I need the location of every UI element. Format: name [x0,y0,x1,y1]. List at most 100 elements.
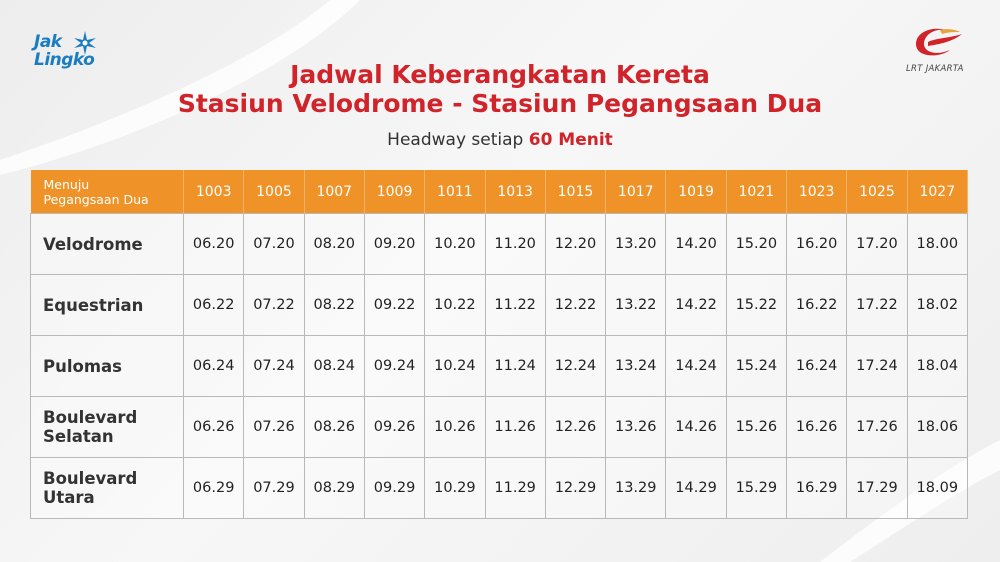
station-name-line2: Utara [43,488,95,507]
departure-time: 12.24 [544,335,607,397]
departure-time: 15.26 [725,396,787,458]
departure-time: 08.22 [303,274,365,336]
lrt-swoosh-icon [916,28,962,56]
departure-time: 11.26 [484,396,546,458]
table-row: Pulomas 06.24 07.24 08.24 09.24 10.24 11… [29,335,969,397]
departure-time: 10.24 [424,335,486,397]
train-number-header: 1025 [846,170,908,214]
departure-time: 17.24 [846,335,908,397]
train-number-header: 1007 [304,170,365,214]
table-row: Velodrome 06.20 07.20 08.20 09.20 10.20 … [29,213,969,275]
departure-time: 10.26 [424,396,486,458]
departure-time: 17.22 [846,274,908,336]
departure-time: 15.22 [725,274,787,336]
train-number-header: 1021 [726,170,787,214]
station-name-line1: Boulevard [43,408,138,427]
train-number-header: 1027 [907,170,969,214]
station-name-line1: Velodrome [43,234,143,254]
train-number-header: 1013 [484,170,546,214]
page-title-line2: Stasiun Velodrome - Stasiun Pegangsaan D… [177,89,823,118]
departure-time: 06.26 [183,396,245,458]
departure-time: 07.26 [243,396,305,458]
train-number-header: 1017 [605,170,667,214]
departure-time: 10.29 [424,457,486,519]
table-row: Boulevard Selatan 06.26 07.26 08.26 09.26… [29,396,969,458]
station-name-line2: Selatan [43,427,114,446]
lrt-jakarta-logo: LRT JAKARTA [906,24,972,76]
departure-time: 18.06 [906,396,969,458]
departure-time: 13.29 [605,457,667,519]
station-name-line1: Equestrian [43,295,144,315]
departure-time: 17.29 [846,457,908,519]
departure-time: 09.20 [363,213,426,275]
departure-time: 13.26 [605,396,667,458]
direction-header: Menuju Pegangsaan Dua [30,170,185,214]
departure-time: 15.20 [725,213,787,275]
headway-value: 60 Menit [528,130,613,150]
departure-time: 16.26 [785,396,848,458]
departure-time: 12.22 [544,274,607,336]
departure-time: 14.22 [665,274,727,336]
departure-time: 13.22 [605,274,667,336]
station-name: Pulomas [29,335,185,397]
departure-time: 13.20 [605,213,667,275]
departure-time: 18.09 [906,457,969,519]
departure-time: 14.29 [665,457,727,519]
jaklingko-logo-line2: Lingko [34,50,95,70]
departure-time: 06.29 [183,457,245,519]
departure-time: 15.24 [725,335,787,397]
departure-time: 12.26 [544,396,607,458]
departure-time: 18.04 [906,335,969,397]
departure-time: 06.22 [183,274,245,336]
departure-time: 16.22 [785,274,848,336]
train-number-header: 1009 [364,170,426,214]
schedule-table: Menuju Pegangsaan Dua 1003 1005 1007 100… [29,170,969,519]
departure-time: 07.29 [243,457,305,519]
departure-time: 12.20 [544,213,607,275]
departure-time: 06.20 [183,213,245,275]
train-number-header: 1023 [786,170,848,214]
table-row: Equestrian 06.22 07.22 08.22 09.22 10.22… [29,274,969,336]
departure-time: 13.24 [605,335,667,397]
headway-label: Headway setiap [387,130,524,150]
station-name: Equestrian [29,274,185,336]
departure-time: 12.29 [544,457,607,519]
departure-time: 09.24 [363,335,426,397]
train-number-header: 1011 [424,170,486,214]
train-number-header: 1003 [183,170,245,214]
train-number-header: 1015 [545,170,607,214]
departure-time: 18.00 [906,213,969,275]
departure-time: 11.20 [484,213,546,275]
departure-time: 08.29 [303,457,365,519]
departure-time: 14.26 [665,396,727,458]
departure-time: 16.29 [785,457,848,519]
station-name: Velodrome [29,213,185,275]
departure-time: 16.24 [785,335,848,397]
departure-time: 10.20 [424,213,486,275]
direction-header-line2: Pegangsaan Dua [43,191,149,207]
departure-time: 08.26 [303,396,365,458]
departure-time: 14.20 [665,213,727,275]
departure-time: 09.26 [363,396,426,458]
station-name-line1: Pulomas [43,356,122,376]
departure-time: 14.24 [665,335,727,397]
departure-time: 18.02 [906,274,969,336]
departure-time: 16.20 [785,213,848,275]
departure-time: 07.24 [243,335,305,397]
direction-header-line1: Menuju [43,176,90,192]
departure-time: 11.22 [484,274,546,336]
departure-time: 11.29 [484,457,546,519]
lrt-logo-text: LRT JAKARTA [906,64,964,74]
departure-time: 09.29 [363,457,426,519]
departure-time: 08.20 [303,213,365,275]
station-name: Boulevard Selatan [29,396,185,458]
departure-time: 09.22 [363,274,426,336]
departure-time: 17.20 [846,213,908,275]
departure-time: 11.24 [484,335,546,397]
headway-info: Headway setiap 60 Menit [0,130,1000,150]
train-number-header: 1005 [243,170,305,214]
jaklingko-logo-line1: Jak [34,32,62,52]
train-number-header: 1019 [665,170,727,214]
departure-time: 08.24 [303,335,365,397]
jaklingko-logo: Jak Lingko [32,28,102,74]
